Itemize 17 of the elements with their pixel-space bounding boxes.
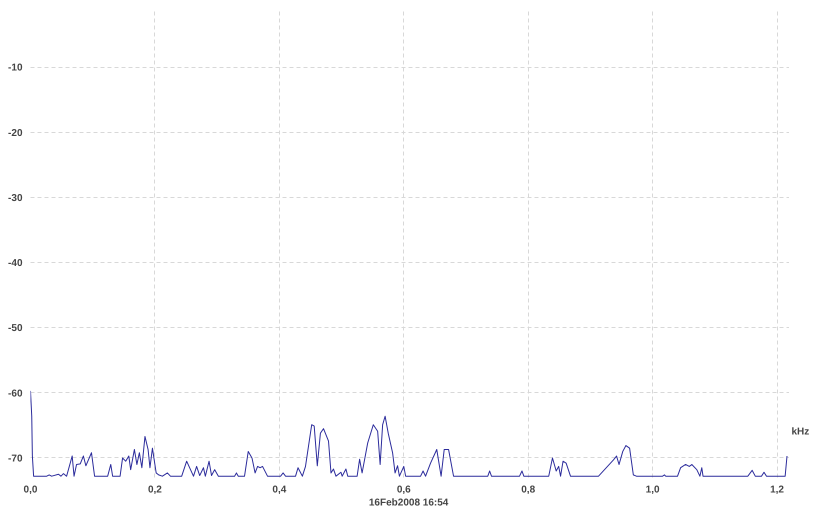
y-tick-label: -50 <box>8 323 23 334</box>
line-series <box>30 390 788 477</box>
x-axis-title: kHz <box>792 426 810 438</box>
x-tick-label: 1,0 <box>646 484 660 496</box>
y-tick-label: -40 <box>8 258 23 270</box>
x-tick-label: 0,8 <box>521 484 536 496</box>
text: 16Feb2008 16:54 <box>368 498 449 508</box>
x-tick-label: 1,2 <box>770 484 784 496</box>
y-tick-label: -20 <box>8 128 23 139</box>
y-tick-label: -30 <box>8 192 23 204</box>
x-tick-label: 0,0 <box>24 484 38 496</box>
x-tick-label: 0,2 <box>148 484 162 496</box>
x-tick-label: 0,4 <box>272 484 287 496</box>
y-tick-label: -70 <box>8 453 23 464</box>
y-tick-label: -10 <box>8 62 23 74</box>
x-tick-label: 0,6 <box>396 484 412 496</box>
y-tick-label: -60 <box>8 388 23 400</box>
